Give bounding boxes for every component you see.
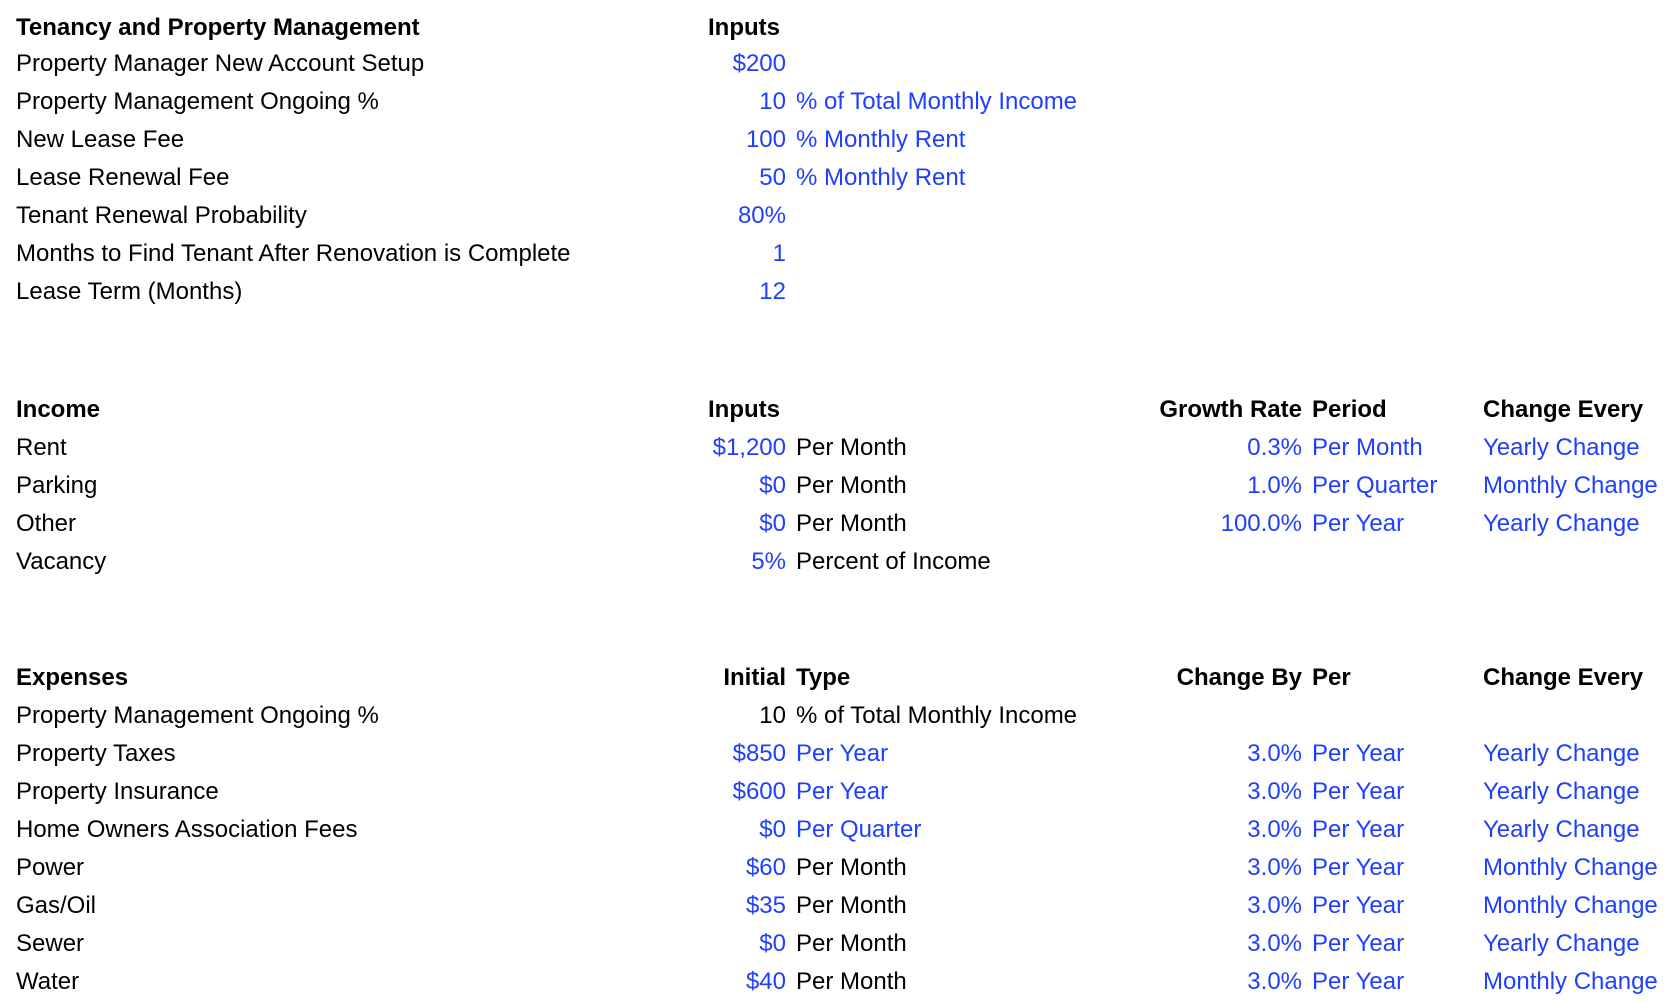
tenancy-row-value[interactable]: 50 (759, 164, 786, 191)
expense-row-unit: Per Month (796, 854, 907, 881)
expense-row-period[interactable]: Per Year (1312, 740, 1405, 767)
expense-row-rate[interactable]: 3.0% (1247, 854, 1302, 881)
income-row-period[interactable]: Per Year (1312, 510, 1405, 537)
expense-row-rate[interactable]: 3.0% (1247, 930, 1302, 957)
tenancy-row-value[interactable]: 1 (772, 240, 786, 267)
expense-row-value[interactable]: $850 (732, 740, 786, 767)
income-row-unit: Per Month (796, 510, 907, 537)
income-inputs-heading: Inputs (708, 396, 780, 423)
expense-row-unit[interactable]: Per Year (796, 740, 889, 767)
tenancy-row-value[interactable]: 12 (759, 278, 786, 305)
expense-row-period[interactable]: Per Year (1312, 892, 1405, 919)
tenancy-row-unit: % Monthly Rent (796, 164, 966, 191)
expense-row-value[interactable]: $600 (732, 778, 786, 805)
income-row-value[interactable]: $0 (759, 472, 786, 499)
income-change-heading: Change Every (1483, 396, 1644, 423)
expense-row-change[interactable]: Yearly Change (1483, 778, 1640, 805)
income-row-change[interactable]: Yearly Change (1483, 510, 1640, 537)
tenancy-row-label: Lease Term (Months) (16, 278, 243, 305)
expense-row-rate[interactable]: 3.0% (1247, 778, 1302, 805)
expense-row-label: Power (16, 854, 85, 881)
expenses-per-heading: Per (1312, 664, 1351, 691)
expense-row-label: Home Owners Association Fees (16, 816, 358, 843)
expense-row-label: Water (16, 968, 80, 995)
income-row-unit: Per Month (796, 434, 907, 461)
income-row-period[interactable]: Per Month (1312, 434, 1423, 461)
expense-row-unit: Per Month (796, 892, 907, 919)
expense-row-rate[interactable]: 3.0% (1247, 892, 1302, 919)
tenancy-row-label: Tenant Renewal Probability (16, 202, 307, 229)
expense-row-unit[interactable]: Per Quarter (796, 816, 922, 843)
income-row-change[interactable]: Yearly Change (1483, 434, 1640, 461)
tenancy-heading: Tenancy and Property Management (16, 14, 420, 41)
tenancy-inputs-heading: Inputs (708, 14, 780, 41)
income-row-value[interactable]: $1,200 (712, 434, 786, 461)
expense-row-change[interactable]: Monthly Change (1483, 854, 1658, 881)
income-row-rate[interactable]: 0.3% (1247, 434, 1302, 461)
expenses-type-heading: Type (796, 664, 851, 691)
expense-row-period[interactable]: Per Year (1312, 854, 1405, 881)
tenancy-row-value[interactable]: $200 (732, 50, 786, 77)
tenancy-row-label: New Lease Fee (16, 126, 185, 153)
tenancy-row-unit: % Monthly Rent (796, 126, 966, 153)
income-row-value[interactable]: 5% (751, 548, 786, 575)
expense-row-period[interactable]: Per Year (1312, 930, 1405, 957)
expense-row-unit: Per Month (796, 930, 907, 957)
income-row-value[interactable]: $0 (759, 510, 786, 537)
expense-row-rate[interactable]: 3.0% (1247, 816, 1302, 843)
expenses-change-heading: Change Every (1483, 664, 1644, 691)
expense-row-label: Property Taxes (16, 740, 176, 767)
expense-row-rate[interactable]: 3.0% (1247, 968, 1302, 995)
income-row-label: Parking (16, 472, 98, 499)
expense-row-unit[interactable]: Per Year (796, 778, 889, 805)
income-row-label: Vacancy (16, 548, 107, 575)
expense-row-label: Property Insurance (16, 778, 219, 805)
expenses-change-by-heading: Change By (1176, 664, 1302, 691)
expense-row-value[interactable]: $0 (759, 930, 786, 957)
income-row-label: Rent (16, 434, 67, 461)
tenancy-row-value[interactable]: 100 (745, 126, 786, 153)
tenancy-row-label: Property Management Ongoing % (16, 88, 379, 115)
expense-row-change[interactable]: Yearly Change (1483, 816, 1640, 843)
income-row-rate[interactable]: 100.0% (1220, 510, 1302, 537)
expense-row-label: Property Management Ongoing % (16, 702, 379, 729)
income-growth-heading: Growth Rate (1159, 396, 1302, 423)
tenancy-row-value[interactable]: 10 (759, 88, 786, 115)
expense-row-value[interactable]: $60 (745, 854, 786, 881)
tenancy-row-label: Lease Renewal Fee (16, 164, 230, 191)
income-row-period[interactable]: Per Quarter (1312, 472, 1438, 499)
expense-row-change[interactable]: Yearly Change (1483, 740, 1640, 767)
expense-row-value[interactable]: $0 (759, 816, 786, 843)
expense-row-label: Gas/Oil (16, 892, 97, 919)
expense-row-value[interactable]: $40 (745, 968, 786, 995)
expense-row-label: Sewer (16, 930, 85, 957)
income-row-unit: Percent of Income (796, 548, 991, 575)
expense-row-change[interactable]: Monthly Change (1483, 968, 1658, 995)
expenses-initial-heading: Initial (723, 664, 786, 691)
tenancy-row-value[interactable]: 80% (737, 202, 786, 229)
expense-row-value: 10 (759, 702, 786, 729)
expense-row-value[interactable]: $35 (745, 892, 786, 919)
expenses-heading: Expenses (16, 664, 129, 691)
income-row-label: Other (16, 510, 77, 537)
expense-row-unit: % of Total Monthly Income (796, 702, 1078, 729)
income-row-change[interactable]: Monthly Change (1483, 472, 1658, 499)
income-row-unit: Per Month (796, 472, 907, 499)
tenancy-row-label: Property Manager New Account Setup (16, 50, 425, 77)
income-heading: Income (16, 396, 101, 423)
expense-row-change[interactable]: Yearly Change (1483, 930, 1640, 957)
expense-row-period[interactable]: Per Year (1312, 816, 1405, 843)
income-period-heading: Period (1312, 396, 1387, 423)
tenancy-row-label: Months to Find Tenant After Renovation i… (16, 240, 571, 267)
expense-row-change[interactable]: Monthly Change (1483, 892, 1658, 919)
income-row-rate[interactable]: 1.0% (1247, 472, 1302, 499)
tenancy-row-unit: % of Total Monthly Income (796, 88, 1078, 115)
expense-row-unit: Per Month (796, 968, 907, 995)
expense-row-period[interactable]: Per Year (1312, 968, 1405, 995)
expense-row-period[interactable]: Per Year (1312, 778, 1405, 805)
expense-row-rate[interactable]: 3.0% (1247, 740, 1302, 767)
